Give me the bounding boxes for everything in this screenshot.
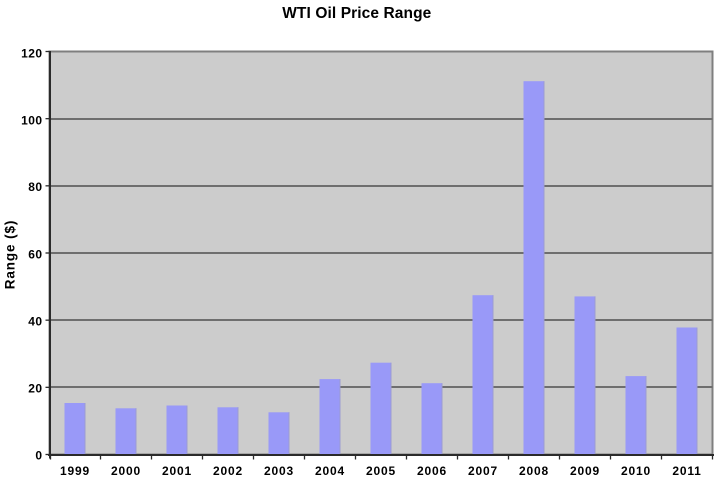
svg-text:2001: 2001 <box>162 464 192 478</box>
svg-text:2000: 2000 <box>111 464 141 478</box>
svg-text:2004: 2004 <box>315 464 345 478</box>
svg-text:2002: 2002 <box>213 464 243 478</box>
svg-text:100: 100 <box>21 113 43 127</box>
svg-text:2005: 2005 <box>366 464 396 478</box>
svg-text:1999: 1999 <box>60 464 90 478</box>
svg-text:40: 40 <box>28 314 42 328</box>
svg-text:2007: 2007 <box>468 464 498 478</box>
svg-text:WTI Oil Price Range: WTI Oil Price Range <box>282 5 431 22</box>
svg-text:120: 120 <box>21 46 43 60</box>
svg-text:2011: 2011 <box>672 464 701 478</box>
svg-text:2006: 2006 <box>417 464 447 478</box>
svg-text:0: 0 <box>35 449 42 463</box>
svg-text:60: 60 <box>28 247 42 261</box>
svg-text:Range ($): Range ($) <box>3 220 18 290</box>
svg-text:20: 20 <box>28 381 42 395</box>
svg-text:2008: 2008 <box>519 464 549 478</box>
svg-text:2009: 2009 <box>570 464 600 478</box>
svg-text:2003: 2003 <box>264 464 294 478</box>
svg-text:2010: 2010 <box>621 464 651 478</box>
svg-text:80: 80 <box>28 180 42 194</box>
